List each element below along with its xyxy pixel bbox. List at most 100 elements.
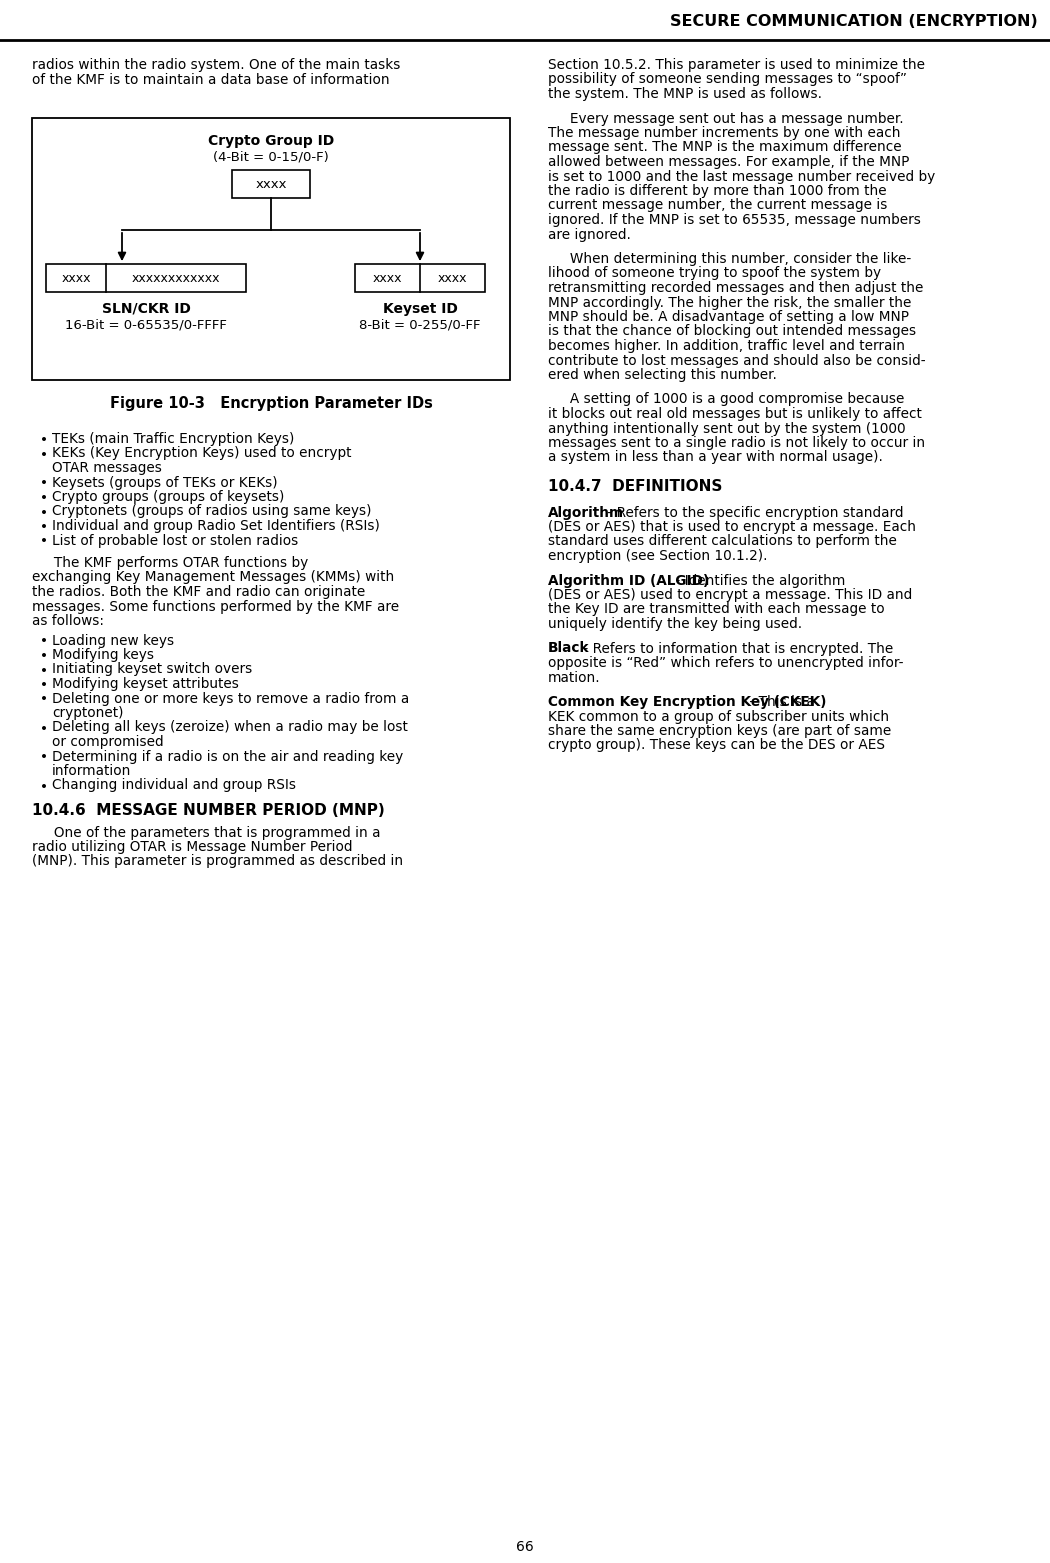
- Text: TEKs (main Traffic Encryption Keys): TEKs (main Traffic Encryption Keys): [52, 431, 294, 445]
- Text: Figure 10-3   Encryption Parameter IDs: Figure 10-3 Encryption Parameter IDs: [109, 395, 433, 411]
- Text: Changing individual and group RSIs: Changing individual and group RSIs: [52, 778, 296, 792]
- Text: xxxx: xxxx: [61, 272, 90, 286]
- Text: Determining if a radio is on the air and reading key: Determining if a radio is on the air and…: [52, 750, 403, 763]
- Text: 16-Bit = 0-65535/0-FFFF: 16-Bit = 0-65535/0-FFFF: [65, 319, 227, 331]
- Text: •: •: [40, 447, 48, 461]
- Text: xxxx: xxxx: [373, 272, 402, 286]
- Text: cryptonet): cryptonet): [52, 706, 124, 721]
- Text: Algorithm ID (ALGID): Algorithm ID (ALGID): [548, 574, 709, 588]
- Text: contribute to lost messages and should also be consid-: contribute to lost messages and should a…: [548, 353, 926, 367]
- Text: •: •: [40, 692, 48, 706]
- Text: is set to 1000 and the last message number received by: is set to 1000 and the last message numb…: [548, 169, 936, 183]
- Text: The message number increments by one with each: The message number increments by one wit…: [548, 127, 901, 141]
- Text: Deleting one or more keys to remove a radio from a: Deleting one or more keys to remove a ra…: [52, 691, 410, 705]
- Text: Initiating keyset switch overs: Initiating keyset switch overs: [52, 663, 252, 677]
- Text: (MNP). This parameter is programmed as described in: (MNP). This parameter is programmed as d…: [32, 855, 403, 869]
- Text: messages sent to a single radio is not likely to occur in: messages sent to a single radio is not l…: [548, 436, 925, 450]
- Text: •: •: [40, 520, 48, 535]
- Text: standard uses different calculations to perform the: standard uses different calculations to …: [548, 535, 897, 549]
- Text: Keysets (groups of TEKs or KEKs): Keysets (groups of TEKs or KEKs): [52, 475, 277, 489]
- Text: opposite is “Red” which refers to unencrypted infor-: opposite is “Red” which refers to unencr…: [548, 656, 903, 671]
- Text: anything intentionally sent out by the system (1000: anything intentionally sent out by the s…: [548, 422, 905, 436]
- Text: •: •: [40, 491, 48, 505]
- Text: xxxx: xxxx: [437, 272, 467, 286]
- Bar: [32, 117, 510, 380]
- Text: When determining this number, consider the like-: When determining this number, consider t…: [548, 252, 911, 266]
- Text: possibility of someone sending messages to “spoof”: possibility of someone sending messages …: [548, 72, 907, 86]
- Text: Individual and group Radio Set Identifiers (RSIs): Individual and group Radio Set Identifie…: [52, 519, 380, 533]
- Text: •: •: [40, 722, 48, 736]
- Text: or compromised: or compromised: [52, 735, 164, 749]
- Text: 8-Bit = 0-255/0-FF: 8-Bit = 0-255/0-FF: [359, 319, 481, 331]
- Text: •: •: [40, 678, 48, 692]
- Text: •: •: [40, 780, 48, 794]
- Text: •: •: [40, 433, 48, 447]
- Text: exchanging Key Management Messages (KMMs) with: exchanging Key Management Messages (KMMs…: [32, 570, 394, 585]
- Text: •: •: [40, 649, 48, 663]
- Text: lihood of someone trying to spoof the system by: lihood of someone trying to spoof the sy…: [548, 267, 881, 280]
- Text: - Refers to information that is encrypted. The: - Refers to information that is encrypte…: [579, 641, 892, 655]
- Text: mation.: mation.: [548, 671, 601, 685]
- Text: xxxx: xxxx: [255, 178, 287, 192]
- Text: information: information: [52, 764, 131, 778]
- Text: radio utilizing OTAR is Message Number Period: radio utilizing OTAR is Message Number P…: [32, 839, 353, 853]
- Text: retransmitting recorded messages and then adjust the: retransmitting recorded messages and the…: [548, 281, 923, 295]
- Text: •: •: [40, 664, 48, 677]
- Text: - Refers to the specific encryption standard: - Refers to the specific encryption stan…: [604, 505, 904, 519]
- Text: A setting of 1000 is a good compromise because: A setting of 1000 is a good compromise b…: [548, 392, 904, 406]
- Text: - Identifies the algorithm: - Identifies the algorithm: [671, 574, 845, 588]
- Text: xxxxxxxxxxxx: xxxxxxxxxxxx: [131, 272, 220, 286]
- Text: 66: 66: [517, 1540, 533, 1554]
- Text: 10.4.6  MESSAGE NUMBER PERIOD (MNP): 10.4.6 MESSAGE NUMBER PERIOD (MNP): [32, 803, 384, 817]
- Text: a system in less than a year with normal usage).: a system in less than a year with normal…: [548, 450, 883, 464]
- Text: The KMF performs OTAR functions by: The KMF performs OTAR functions by: [32, 556, 309, 570]
- Text: encryption (see Section 10.1.2).: encryption (see Section 10.1.2).: [548, 549, 768, 563]
- Text: 10.4.7  DEFINITIONS: 10.4.7 DEFINITIONS: [548, 478, 722, 494]
- Text: the radios. Both the KMF and radio can originate: the radios. Both the KMF and radio can o…: [32, 585, 365, 599]
- Text: Cryptonets (groups of radios using same keys): Cryptonets (groups of radios using same …: [52, 505, 372, 519]
- Text: - This is a: - This is a: [744, 696, 815, 710]
- Text: radios within the radio system. One of the main tasks: radios within the radio system. One of t…: [32, 58, 400, 72]
- Text: ignored. If the MNP is set to 65535, message numbers: ignored. If the MNP is set to 65535, mes…: [548, 213, 921, 227]
- Text: share the same encryption keys (are part of same: share the same encryption keys (are part…: [548, 724, 891, 738]
- Text: becomes higher. In addition, traffic level and terrain: becomes higher. In addition, traffic lev…: [548, 339, 905, 353]
- Text: as follows:: as follows:: [32, 614, 104, 628]
- Text: message sent. The MNP is the maximum difference: message sent. The MNP is the maximum dif…: [548, 141, 902, 155]
- Text: SECURE COMMUNICATION (ENCRYPTION): SECURE COMMUNICATION (ENCRYPTION): [670, 14, 1038, 30]
- Text: (4-Bit = 0-15/0-F): (4-Bit = 0-15/0-F): [213, 152, 329, 164]
- Text: Crypto Group ID: Crypto Group ID: [208, 134, 334, 148]
- Text: •: •: [40, 505, 48, 519]
- Text: KEK common to a group of subscriber units which: KEK common to a group of subscriber unit…: [548, 710, 889, 724]
- Text: Deleting all keys (zeroize) when a radio may be lost: Deleting all keys (zeroize) when a radio…: [52, 721, 407, 735]
- Text: the system. The MNP is used as follows.: the system. The MNP is used as follows.: [548, 88, 822, 102]
- Text: crypto group). These keys can be the DES or AES: crypto group). These keys can be the DES…: [548, 738, 885, 752]
- Text: Modifying keyset attributes: Modifying keyset attributes: [52, 677, 239, 691]
- Text: uniquely identify the key being used.: uniquely identify the key being used.: [548, 617, 802, 631]
- Text: MNP should be. A disadvantage of setting a low MNP: MNP should be. A disadvantage of setting…: [548, 309, 909, 324]
- Text: Loading new keys: Loading new keys: [52, 633, 174, 647]
- Text: List of probable lost or stolen radios: List of probable lost or stolen radios: [52, 533, 298, 547]
- Text: Modifying keys: Modifying keys: [52, 649, 154, 663]
- Text: Keyset ID: Keyset ID: [382, 302, 458, 316]
- Text: Every message sent out has a message number.: Every message sent out has a message num…: [548, 111, 904, 125]
- Text: allowed between messages. For example, if the MNP: allowed between messages. For example, i…: [548, 155, 909, 169]
- Text: messages. Some functions performed by the KMF are: messages. Some functions performed by th…: [32, 600, 399, 614]
- Text: Crypto groups (groups of keysets): Crypto groups (groups of keysets): [52, 489, 285, 503]
- Text: ered when selecting this number.: ered when selecting this number.: [548, 367, 777, 381]
- Text: MNP accordingly. The higher the risk, the smaller the: MNP accordingly. The higher the risk, th…: [548, 295, 911, 309]
- Bar: [355, 264, 485, 292]
- Bar: [232, 170, 310, 199]
- Text: Black: Black: [548, 641, 589, 655]
- Text: the Key ID are transmitted with each message to: the Key ID are transmitted with each mes…: [548, 602, 884, 616]
- Text: •: •: [40, 535, 48, 549]
- Text: •: •: [40, 477, 48, 491]
- Text: the radio is different by more than 1000 from the: the radio is different by more than 1000…: [548, 184, 886, 199]
- Bar: [46, 264, 246, 292]
- Text: One of the parameters that is programmed in a: One of the parameters that is programmed…: [32, 825, 380, 839]
- Text: Section 10.5.2. This parameter is used to minimize the: Section 10.5.2. This parameter is used t…: [548, 58, 925, 72]
- Text: (DES or AES) used to encrypt a message. This ID and: (DES or AES) used to encrypt a message. …: [548, 588, 912, 602]
- Text: OTAR messages: OTAR messages: [52, 461, 162, 475]
- Text: •: •: [40, 635, 48, 649]
- Text: it blocks out real old messages but is unlikely to affect: it blocks out real old messages but is u…: [548, 406, 922, 420]
- Text: Common Key Encryption Key (CKEK): Common Key Encryption Key (CKEK): [548, 696, 826, 710]
